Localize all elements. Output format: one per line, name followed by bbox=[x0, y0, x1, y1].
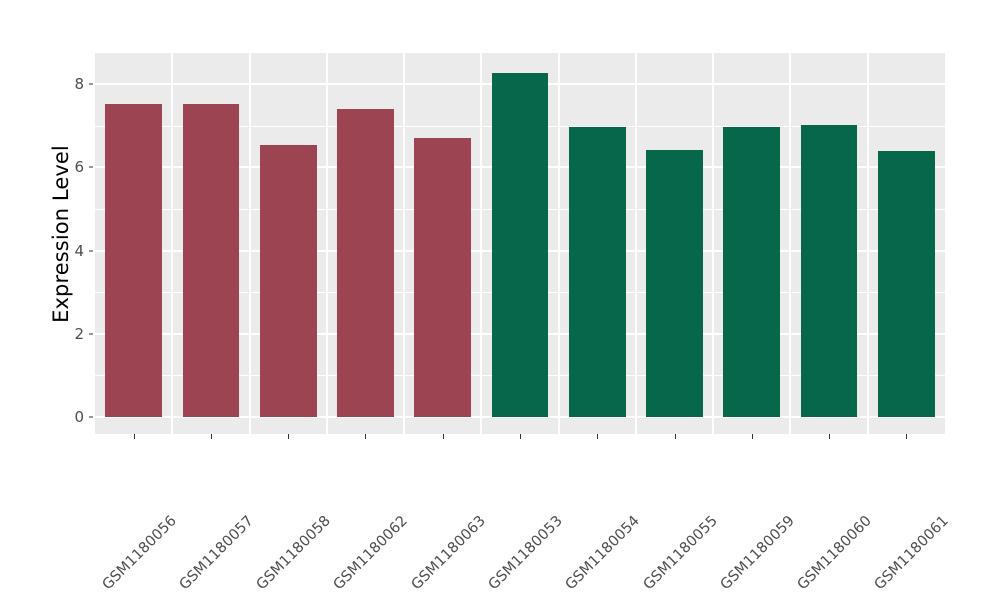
x-axis-tick-label-text: GSM1180062 bbox=[331, 512, 412, 593]
gridline-major-x bbox=[712, 53, 715, 434]
bar bbox=[646, 149, 703, 417]
x-axis-tick-mark bbox=[751, 434, 753, 439]
x-axis-tick-label-text: GSM1180060 bbox=[794, 512, 875, 593]
x-axis-tick-mark bbox=[906, 434, 908, 439]
gridline-major-y bbox=[95, 416, 945, 418]
y-axis-tick-mark bbox=[89, 333, 93, 335]
x-axis-tick-label-text: GSM1180063 bbox=[408, 512, 489, 593]
x-axis-tick-mark bbox=[133, 434, 135, 439]
x-axis-tick-mark bbox=[288, 434, 290, 439]
y-axis-tick-label: 6 bbox=[74, 158, 84, 177]
y-axis-tick-mark bbox=[89, 416, 93, 418]
y-axis-tick-mark bbox=[89, 250, 93, 252]
y-axis-tick-mark bbox=[89, 166, 93, 168]
x-axis-tick-mark bbox=[210, 434, 212, 439]
bar bbox=[800, 124, 858, 417]
x-axis-tick-label: GSM1180054 bbox=[563, 444, 712, 593]
x-axis-tick-label: GSM1180057 bbox=[177, 444, 325, 593]
y-axis-tick-group: 0 2 4 6 8 bbox=[62, 0, 84, 580]
x-axis-tick-label: GSM1180063 bbox=[408, 444, 557, 593]
bar bbox=[337, 109, 394, 417]
gridline-major-x bbox=[171, 53, 174, 434]
x-axis-tick-label: GSM1180060 bbox=[795, 444, 944, 593]
x-axis-tick-mark bbox=[442, 434, 444, 439]
gridline-major-x bbox=[403, 53, 406, 434]
bar bbox=[182, 103, 240, 417]
x-axis-tick-label: GSM1180058 bbox=[254, 444, 403, 593]
x-axis-tick-label: GSM1180059 bbox=[717, 444, 866, 593]
x-axis-tick-mark bbox=[520, 434, 521, 439]
gridline-major-x bbox=[248, 53, 251, 434]
x-axis-tick-label-text: GSM1180055 bbox=[640, 512, 721, 593]
gridline-major-x bbox=[557, 53, 560, 434]
gridline-major-x bbox=[480, 53, 483, 434]
bar bbox=[105, 103, 163, 417]
x-axis-tick-label-text: GSM1180058 bbox=[253, 512, 335, 593]
bar bbox=[491, 72, 549, 417]
bar bbox=[259, 144, 317, 417]
x-axis-tick-label: GSM1180056 bbox=[99, 444, 248, 593]
x-axis-tick-mark bbox=[829, 434, 831, 439]
x-axis-tick-label-text: GSM1180061 bbox=[871, 512, 953, 593]
x-axis-tick-mark bbox=[365, 434, 367, 439]
x-axis-tick-label-text: GSM1180054 bbox=[562, 512, 644, 593]
plot-panel bbox=[95, 53, 945, 434]
y-axis-tick-label: 0 bbox=[74, 408, 84, 426]
gridline-major-x bbox=[325, 53, 328, 434]
x-axis-tick-label-text: GSM1180056 bbox=[99, 512, 180, 593]
x-axis-tick-label: GSM1180055 bbox=[640, 444, 789, 593]
gridline-major-x bbox=[634, 53, 637, 434]
x-axis-tick-mark bbox=[674, 434, 676, 439]
x-axis-tick-label: GSM1180062 bbox=[331, 444, 480, 593]
y-axis-tick-label: 8 bbox=[74, 75, 84, 94]
x-axis-tick-mark bbox=[597, 434, 599, 439]
y-axis-tick-label: 2 bbox=[74, 324, 84, 343]
x-axis-tick-label: GSM1180053 bbox=[486, 444, 635, 593]
bar bbox=[877, 150, 935, 417]
x-axis-tick-label-text: GSM1180059 bbox=[717, 512, 798, 593]
gridline-major-x bbox=[866, 53, 869, 434]
x-axis-tick-label: GSM1180061 bbox=[872, 444, 1000, 593]
bar bbox=[414, 138, 472, 417]
y-axis-tick-mark bbox=[89, 83, 93, 85]
x-axis-tick-label-text: GSM1180053 bbox=[485, 512, 566, 593]
y-axis-tick-label: 4 bbox=[74, 241, 84, 260]
gridline-major-x bbox=[789, 53, 792, 434]
bar bbox=[568, 126, 626, 417]
x-axis-tick-label-text: GSM1180057 bbox=[176, 512, 257, 593]
bar bbox=[723, 126, 781, 417]
